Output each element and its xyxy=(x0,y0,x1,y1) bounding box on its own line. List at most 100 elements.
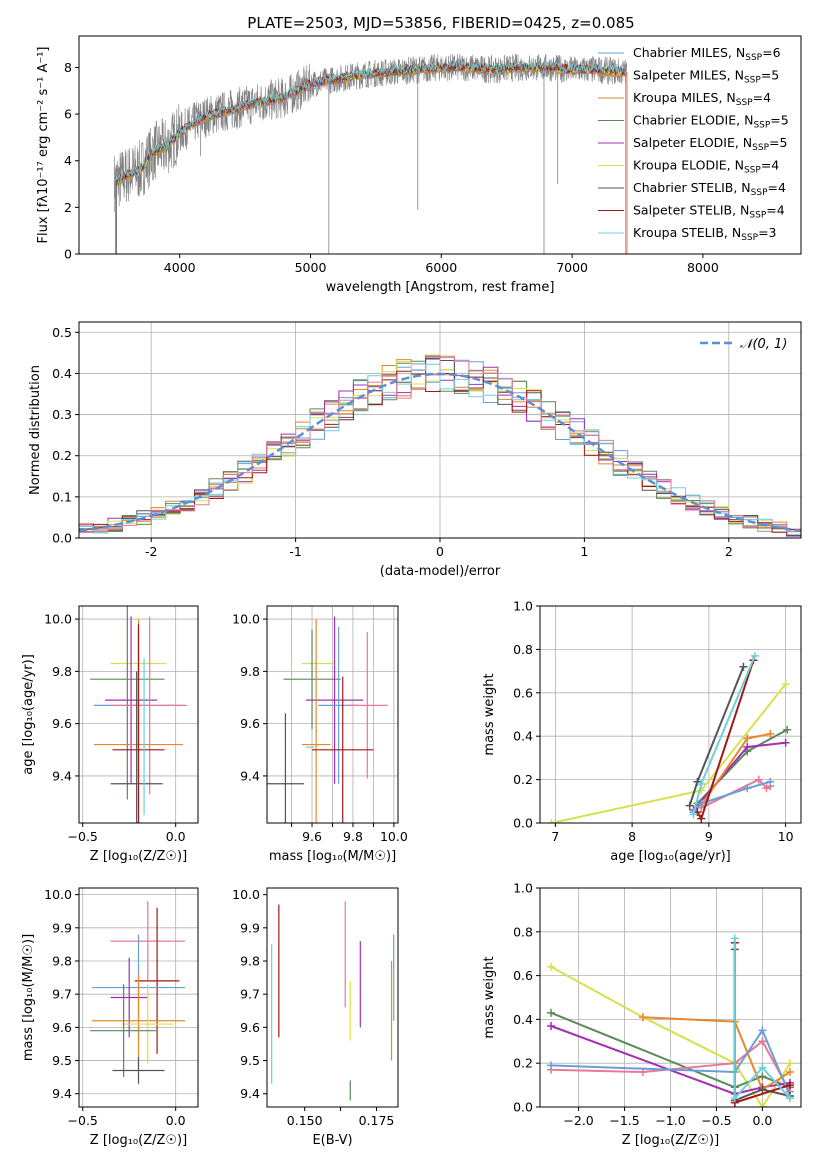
y-tick-label: 0.0 xyxy=(52,531,72,546)
x-tick-label: 5000 xyxy=(295,260,327,275)
x-tick-label: −0.5 xyxy=(701,1113,731,1128)
weight-marker xyxy=(783,725,792,734)
x-tick-label: 7 xyxy=(551,829,559,844)
y-tick-label: 0.6 xyxy=(513,968,533,983)
y-tick-label: 0.2 xyxy=(513,1056,533,1071)
x-tick-label: 9 xyxy=(705,829,713,844)
legend-label: Chabrier MILES, NSSP=6 xyxy=(633,45,781,63)
x-tick-label: −1.5 xyxy=(609,1113,639,1128)
weight-marker xyxy=(547,1008,556,1017)
x-axis-label: mass [log₁₀(M/M☉)] xyxy=(269,849,396,864)
y-tick-label: 0.0 xyxy=(513,816,533,831)
weight-marker xyxy=(697,814,706,823)
weight-marker xyxy=(781,738,790,747)
x-axis-label: Z [log₁₀(Z/Z☉)] xyxy=(90,1133,187,1148)
y-tick-label: 9.4 xyxy=(240,1086,260,1101)
x-tick-label: 9.6 xyxy=(302,829,322,844)
residual-histogram xyxy=(79,363,801,535)
y-tick-label: 9.5 xyxy=(52,1053,72,1068)
x-tick-label: −1.0 xyxy=(655,1113,685,1128)
weight-marker xyxy=(785,1081,794,1090)
weight-marker xyxy=(754,775,763,784)
legend-label: Chabrier ELODIE, NSSP=5 xyxy=(633,113,789,131)
y-tick-label: 8 xyxy=(64,60,72,75)
weight-marker xyxy=(743,734,752,743)
x-tick-label: -2 xyxy=(145,544,157,559)
figure-title: PLATE=2503, MJD=53856, FIBERID=0425, z=0… xyxy=(247,14,634,32)
weight-marker xyxy=(758,1103,767,1107)
normal-curve xyxy=(79,372,801,533)
y-tick-label: 0.2 xyxy=(513,772,533,787)
legend-label: 𝒩(0, 1) xyxy=(740,337,787,352)
x-tick-label: 0.150 xyxy=(287,1113,323,1128)
y-tick-label: 9.4 xyxy=(240,768,260,783)
y-axis-label: Flux [fλ10⁻¹⁷ erg cm⁻² s⁻¹ A⁻¹] xyxy=(36,47,51,244)
axes-frame xyxy=(266,887,399,1108)
weight-line xyxy=(550,1028,791,1097)
y-tick-label: 10.0 xyxy=(44,887,72,902)
plot-area xyxy=(547,934,794,1107)
weight-marker xyxy=(758,1063,767,1072)
x-tick-label: 7000 xyxy=(556,260,588,275)
age-vs-metallicity-panel: −0.5 0.0 9.4 9.6 9.8 10.0 Z [log₁₀(Z/Z☉)] age [… xyxy=(21,605,199,864)
weight-marker xyxy=(785,1067,794,1076)
x-axis-label: wavelength [Angstrom, rest frame] xyxy=(326,280,555,295)
residuals-panel: -2 -1 0 1 2 0.0 0.1 0.2 0.3 0.4 0.5 (data-model)/er… xyxy=(28,321,802,579)
x-axis-label: Z [log₁₀(Z/Z☉)] xyxy=(90,849,187,864)
plot-area xyxy=(90,901,185,1084)
y-tick-label: 0.4 xyxy=(52,366,72,381)
x-tick-label: 0.0 xyxy=(166,829,186,844)
x-tick-label: 8000 xyxy=(687,260,719,275)
weight-marker xyxy=(730,1094,739,1103)
y-tick-label: 9.9 xyxy=(240,920,260,935)
weight-line xyxy=(692,780,771,813)
x-tick-label: 8 xyxy=(628,829,636,844)
x-axis-label: Z [log₁₀(Z/Z☉)] xyxy=(622,1133,719,1148)
plot-area xyxy=(90,606,187,823)
y-tick-label: 6 xyxy=(64,107,72,122)
y-tick-label: 0.6 xyxy=(513,685,533,700)
y-tick-label: 2 xyxy=(64,200,72,215)
x-tick-label: -1 xyxy=(289,544,301,559)
y-tick-label: 9.4 xyxy=(52,1086,72,1101)
plot-area xyxy=(271,901,395,1101)
weight-marker xyxy=(547,1021,556,1030)
weight-marker xyxy=(758,1072,767,1081)
y-tick-label: 0.4 xyxy=(513,1012,533,1027)
y-axis-label: mass weight xyxy=(482,673,497,755)
y-tick-label: 9.4 xyxy=(52,768,72,783)
mass-vs-metallicity-panel: −0.5 0.0 9.4 9.5 9.6 9.7 9.8 9.9 10.0 Z [log₁₀(Z/… xyxy=(21,887,199,1148)
x-axis-label: age [log₁₀(age/yr)] xyxy=(610,849,731,864)
x-tick-label: 1 xyxy=(580,544,588,559)
model-spectrum xyxy=(115,60,625,182)
weight-marker xyxy=(785,1059,794,1068)
y-tick-label: 0.0 xyxy=(513,1100,533,1115)
y-tick-label: 0.4 xyxy=(513,729,533,744)
x-tick-label: 9.8 xyxy=(343,829,363,844)
axes-frame xyxy=(539,605,802,824)
y-tick-label: 4 xyxy=(64,153,72,168)
y-tick-label: 9.6 xyxy=(52,1020,72,1035)
weight-line xyxy=(551,683,787,823)
y-tick-label: 0.5 xyxy=(52,325,72,340)
spectrum-panel: 4000 5000 6000 7000 8000 0 2 4 6 8 wavelength [Ang… xyxy=(36,35,802,295)
weight-marker xyxy=(743,784,752,793)
y-tick-label: 9.6 xyxy=(240,1020,260,1035)
x-tick-label: −0.5 xyxy=(68,1113,98,1128)
y-tick-label: 9.7 xyxy=(52,987,72,1002)
x-tick-label: 0.0 xyxy=(752,1113,772,1128)
y-tick-label: 0 xyxy=(64,247,72,262)
y-tick-label: 0.8 xyxy=(513,924,533,939)
weight-vs-metallicity-panel: −2.0 −1.5 −1.0 −0.5 0.0 0.0 0.2 0.4 0.6 0.8 1.0 Z [… xyxy=(482,881,802,1148)
y-tick-label: 9.6 xyxy=(52,716,72,731)
weight-marker xyxy=(697,779,706,788)
legend-label: Salpeter MILES, NSSP=5 xyxy=(633,68,779,86)
weight-line xyxy=(642,1016,791,1091)
weight-marker xyxy=(547,1061,556,1070)
x-axis-label: E(B-V) xyxy=(312,1133,352,1148)
mass-vs-ebv-panel: 0.150 0.175 9.4 9.5 9.6 9.7 9.8 9.9 10.0 E(B-V) xyxy=(232,887,399,1148)
weight-marker xyxy=(750,651,759,660)
legend-label: Kroupa STELIB, NSSP=3 xyxy=(633,225,777,243)
y-tick-label: 1.0 xyxy=(513,599,533,614)
